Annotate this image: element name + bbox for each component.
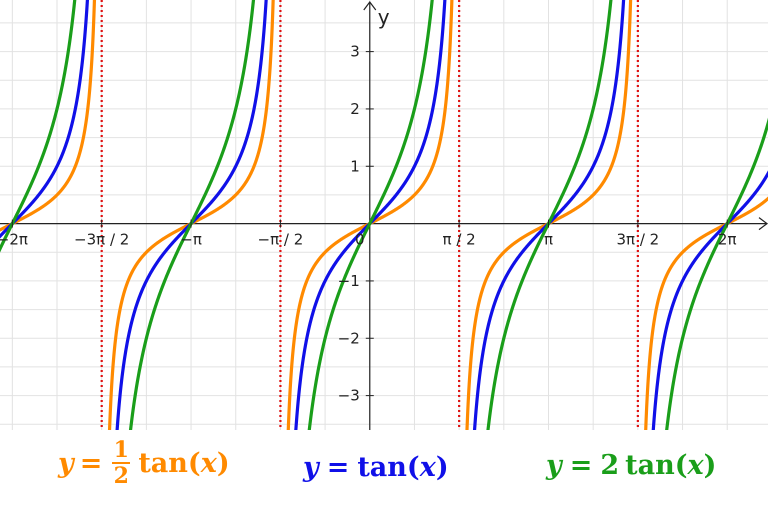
- legend-one-x: x: [419, 452, 436, 483]
- legend-one-eq: =: [326, 452, 350, 483]
- legend-half-close: ): [216, 447, 230, 479]
- x-tick-label: −π / 2: [258, 231, 304, 249]
- legend-two-eq: =: [569, 450, 593, 481]
- x-tick-label: −3π / 2: [74, 231, 129, 249]
- legend-two-fn: tan(: [625, 450, 688, 481]
- legend-two-x: x: [687, 450, 704, 481]
- legend: y = 1 2 tan(x) y = tan(x) y = 2 tan(x): [0, 438, 768, 510]
- legend-one-y: y: [303, 452, 319, 483]
- legend-half-tan: y = 1 2 tan(x): [58, 438, 230, 488]
- legend-one-fn: tan(: [357, 452, 420, 483]
- legend-half-x: x: [200, 447, 217, 479]
- x-tick-label: π: [544, 231, 553, 249]
- legend-half-fraction: 1 2: [112, 437, 131, 489]
- legend-tan: y = tan(x): [303, 452, 449, 483]
- y-tick-label: 1: [350, 157, 360, 175]
- y-tick-label: −2: [338, 329, 360, 347]
- x-tick-label: 2π: [718, 231, 737, 249]
- curve-half: [644, 196, 768, 430]
- curve-two: [307, 0, 434, 430]
- fraction-bar: [112, 462, 131, 464]
- legend-one-close: ): [435, 452, 449, 483]
- legend-two-y: y: [546, 450, 562, 481]
- legend-two-close: ): [703, 450, 717, 481]
- y-tick-label: −1: [338, 272, 360, 290]
- legend-half-fn: tan(: [138, 447, 201, 479]
- legend-half-eq: =: [79, 447, 103, 479]
- curve-two: [128, 0, 256, 430]
- x-axis-arrow: [758, 217, 768, 231]
- x-tick-label: 0: [355, 231, 365, 249]
- legend-half-y: y: [58, 447, 74, 479]
- tangent-plot: y −2π −3π / 2 −π −π / 2 0 π / 2 π 3π / 2 2π 3 2 1 −1 −…: [0, 0, 768, 430]
- legend-half-den: 2: [113, 463, 129, 489]
- y-tick-label: 2: [350, 100, 360, 118]
- legend-two-tan: y = 2 tan(x): [546, 450, 716, 481]
- curve-half: [0, 0, 97, 232]
- curve-one: [651, 170, 768, 430]
- y-axis-arrow: [363, 0, 377, 11]
- curve-two: [0, 0, 77, 253]
- legend-half-num: 1: [113, 437, 129, 463]
- x-tick-label: −π: [180, 231, 202, 249]
- x-tick-label: π / 2: [443, 231, 476, 249]
- x-tick-label: −2π: [0, 231, 28, 249]
- curve-two: [665, 117, 768, 430]
- y-axis-label: y: [378, 5, 390, 29]
- y-tick-label: 3: [350, 43, 360, 61]
- curve-two: [486, 0, 613, 430]
- y-tick-label: −3: [338, 387, 360, 405]
- x-tick-label: 3π / 2: [617, 231, 660, 249]
- legend-two-coef: 2: [600, 450, 620, 481]
